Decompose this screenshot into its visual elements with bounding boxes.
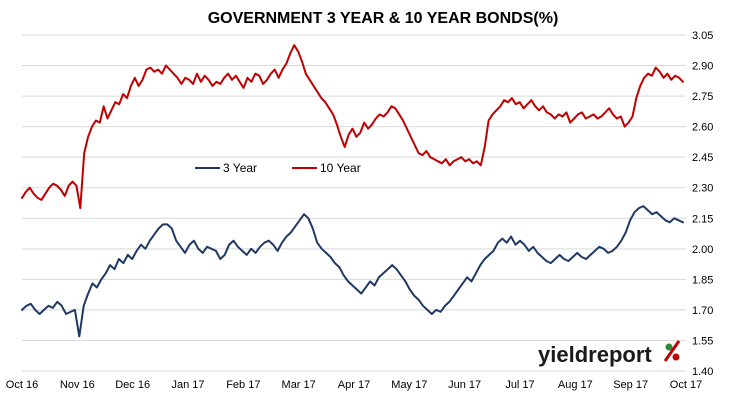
y-tick-label: 2.00: [692, 244, 713, 256]
y-tick-label: 2.30: [692, 183, 713, 195]
series-line-1: [21, 205, 684, 338]
x-tick-label: Apr 17: [338, 379, 370, 391]
x-tick-label: Jul 17: [505, 379, 534, 391]
series-lines: [21, 44, 684, 338]
y-tick-label: 1.40: [692, 366, 713, 378]
legend: 3 Year 10 Year: [195, 161, 361, 175]
x-tick-label: Oct 17: [670, 379, 702, 391]
x-tick-label: Aug 17: [558, 379, 593, 391]
y-tick-label: 2.45: [692, 152, 713, 164]
y-tick-label: 1.70: [692, 305, 713, 317]
brand-name-part2: report: [588, 342, 652, 367]
brand-name: yieldreport: [538, 342, 652, 367]
series-line-0: [21, 44, 684, 210]
legend-label: 3 Year: [223, 161, 257, 175]
y-tick-label: 2.15: [692, 213, 713, 225]
y-tick-label: 3.05: [692, 30, 713, 42]
brand-logo: yieldreport: [538, 340, 681, 367]
brand-name-part1: yield: [538, 342, 588, 367]
x-tick-label: May 17: [391, 379, 427, 391]
x-tick-label: Dec 16: [115, 379, 150, 391]
x-tick-label: Nov 16: [60, 379, 95, 391]
gridlines: [22, 34, 686, 372]
y-tick-label: 2.90: [692, 61, 713, 73]
y-axis-ticks: 1.40 1.55 1.70 1.85 2.00 2.15 2.30 2.45 2.60 2.75…: [692, 30, 713, 378]
x-tick-label: Jan 17: [171, 379, 204, 391]
chart-title: GOVERNMENT 3 YEAR & 10 YEAR BONDS(%): [208, 10, 559, 27]
y-tick-label: 1.55: [692, 335, 713, 347]
x-tick-label: Sep 17: [613, 379, 648, 391]
x-tick-label: Jun 17: [448, 379, 481, 391]
y-tick-label: 2.75: [692, 91, 713, 103]
x-tick-label: Oct 16: [6, 379, 38, 391]
legend-label: 10 Year: [320, 161, 361, 175]
x-tick-label: Mar 17: [282, 379, 316, 391]
x-tick-label: Feb 17: [226, 379, 260, 391]
y-tick-label: 2.60: [692, 122, 713, 134]
x-axis-ticks: Oct 16 Nov 16 Dec 16 Jan 17 Feb 17 Mar 17 Apr …: [6, 379, 702, 391]
y-tick-label: 1.85: [692, 274, 713, 286]
percent-icon: [663, 340, 681, 362]
